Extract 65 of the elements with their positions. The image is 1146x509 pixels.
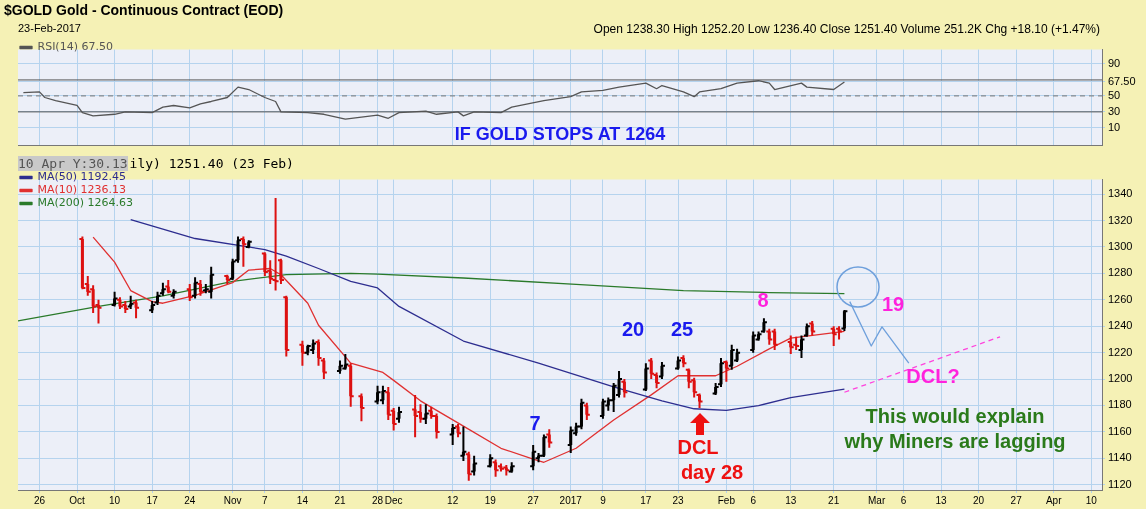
y-tick-label: 1200 [1108, 372, 1133, 385]
x-tick-label: 12 [447, 494, 459, 506]
legend-label: RSI(14) 67.50 [37, 40, 113, 54]
x-tick-label: 10 [109, 494, 121, 506]
legend-label: MA(50) 1192.45 [37, 170, 127, 184]
legend-label: MA(200) 1264.63 [37, 196, 134, 210]
y-tick-label: 1320 [1108, 213, 1133, 226]
x-tick-label: 13 [935, 494, 948, 506]
y-tick-label: 1240 [1108, 319, 1133, 332]
y-tick-label: 30 [1108, 104, 1121, 117]
x-tick-label: 28 [371, 494, 384, 506]
y-tick-label: 90 [1108, 57, 1121, 69]
x-tick-label: Feb [717, 494, 736, 506]
y-tick-label: 10 [1108, 120, 1121, 133]
y-tick-label: 1180 [1108, 398, 1132, 411]
x-tick-label: 21 [334, 494, 346, 506]
y-tick-label: 50 [1108, 88, 1121, 101]
text: ily) 1251.40 (23 Feb) [129, 156, 294, 171]
text: Open 1238.30 High 1252.20 Low 1236.40 Close 1251.40 Volume 251.2K Chg +18.10 (+1.47%) [593, 22, 1100, 36]
y-tick-label: 1120 [1108, 477, 1132, 490]
x-tick-label: Oct [69, 494, 86, 506]
x-tick-label: Mar [868, 494, 886, 506]
x-tick-label: 17 [640, 494, 652, 506]
x-tick-label: Apr [1045, 494, 1063, 506]
annotation: 19 [881, 292, 905, 315]
x-tick-label: 6 [900, 494, 907, 506]
x-tick-label: 6 [750, 494, 757, 506]
x-tick-label: 7 [262, 494, 269, 506]
annotation: day 28 [680, 460, 744, 483]
legend-label: MA(10) 1236.13 [37, 183, 127, 197]
y-tick-label: 1260 [1108, 292, 1133, 305]
x-tick-label: 23 [672, 494, 685, 506]
y-tick-label: 1160 [1108, 424, 1132, 437]
annotation: This would explain why Miners are lagging [843, 405, 1066, 453]
x-tick-label: 10 [1085, 494, 1098, 506]
annotation: 20 [621, 317, 645, 340]
x-tick-label: 14 [296, 494, 309, 506]
y-tick-label: 67.50 [1108, 74, 1136, 87]
x-tick-label: 13 [785, 494, 797, 506]
x-tick-label: 26 [33, 494, 46, 506]
x-tick-label: Dec [384, 494, 403, 506]
y-tick-label: 1140 [1108, 451, 1132, 464]
y-tick-label: 1220 [1108, 345, 1133, 358]
annotation: 8 [757, 288, 769, 311]
x-tick-label: 9 [600, 494, 607, 506]
x-tick-label: Nov [223, 494, 242, 506]
x-tick-label: 27 [527, 494, 540, 506]
x-tick-label: 17 [146, 494, 159, 506]
annotation: DCL? [906, 364, 960, 387]
annotation: 7 [529, 411, 541, 434]
annotation: 25 [670, 317, 694, 340]
chart-subtitle: 23-Feb-2017 [18, 22, 81, 34]
y-tick-label: 1340 [1108, 187, 1133, 200]
x-tick-label: 21 [828, 494, 840, 506]
y-tick-label: 1280 [1108, 266, 1133, 279]
x-tick-label: 24 [184, 494, 196, 506]
x-tick-label: 20 [973, 494, 985, 506]
chart-title: $GOLD Gold - Continuous Contract (EOD) [4, 2, 284, 18]
annotation: IF GOLD STOPS AT 1264 [454, 124, 666, 145]
text: 10 Apr Y:30.13 [18, 156, 128, 171]
x-tick-label: 2017 [559, 494, 583, 506]
y-tick-label: 1300 [1108, 239, 1133, 252]
annotation: DCL [677, 435, 719, 458]
x-tick-label: 19 [484, 494, 497, 506]
x-tick-label: 27 [1010, 494, 1023, 506]
